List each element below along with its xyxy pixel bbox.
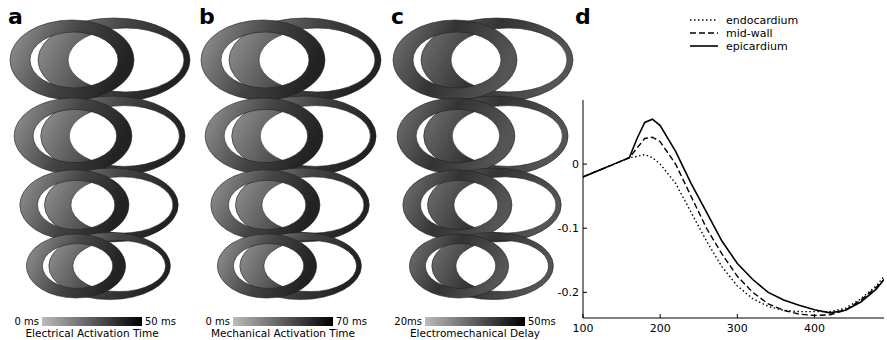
x-tick xyxy=(583,314,584,318)
lines xyxy=(583,119,884,315)
colorbar-tick-label: 50ms xyxy=(528,316,556,327)
heart-lv xyxy=(26,234,125,298)
x-tick-label: 200 xyxy=(650,322,671,335)
colorbar xyxy=(425,317,525,326)
y-tick xyxy=(583,164,587,165)
colorbar-title: Electrical Activation Time xyxy=(25,327,158,339)
heart-lv xyxy=(211,170,320,240)
colorbar-tick-label: 50 ms xyxy=(145,316,176,327)
legend-swatch xyxy=(690,19,718,20)
series-line xyxy=(583,155,884,312)
y-tick xyxy=(583,228,587,229)
legend: endocardiummid-wallepicardium xyxy=(690,14,798,53)
x-tick xyxy=(660,314,661,318)
x-tick-label: 100 xyxy=(573,322,594,335)
colorbar xyxy=(233,317,333,326)
heart-lv xyxy=(10,20,134,100)
y-tick-label: -0.1 xyxy=(558,222,579,235)
panel-label: b xyxy=(199,4,215,29)
heart-lv xyxy=(20,170,129,240)
panel-label: c xyxy=(391,4,404,29)
panel-label: d xyxy=(575,4,591,29)
y-tick-label: 0 xyxy=(572,158,579,171)
colorbar-tick-label: 0 ms xyxy=(15,316,40,327)
panel-label: a xyxy=(8,4,23,29)
colorbar-tick xyxy=(525,317,526,326)
heart-lv xyxy=(201,20,325,100)
colorbar-tick-label: 70 ms xyxy=(336,316,367,327)
panel-a: a 0 ms 50 msElectrical Activation Time xyxy=(8,4,190,339)
legend-label: epicardium xyxy=(726,40,788,53)
y-tick xyxy=(583,292,587,293)
panel-d: d 100 200 300 400 0 -0.1 -0.2 endocardiummid-wal… xyxy=(558,4,884,335)
legend-label: mid-wall xyxy=(726,27,773,40)
heart-lv xyxy=(409,234,508,298)
colorbar-title: Electromechanical Delay xyxy=(410,327,540,339)
heart-lv xyxy=(397,98,515,174)
legend-swatch xyxy=(690,32,718,33)
panel-c: c 20ms 50msElectromechanical Delay xyxy=(391,4,573,339)
colorbar-tick-label: 0 ms xyxy=(206,316,231,327)
x-tick xyxy=(737,314,738,318)
heart-lv xyxy=(14,98,132,174)
colorbar-title: Mechanical Activation Time xyxy=(211,327,355,339)
figure: a 0 ms 50 msElectrical Activation Time b 0 m… xyxy=(0,0,887,340)
legend-swatch xyxy=(690,45,718,47)
heart-lv xyxy=(393,20,517,100)
colorbar-tick xyxy=(142,317,143,326)
colorbar-tick xyxy=(42,317,43,326)
y-axis xyxy=(583,100,584,318)
panel-b: b 0 ms 70 msMechanical Activation Time xyxy=(199,4,381,339)
colorbar-tick-label: 20ms xyxy=(394,316,422,327)
heart-lv xyxy=(205,98,323,174)
heart-lv xyxy=(403,170,512,240)
heart-lv xyxy=(217,234,316,298)
colorbar xyxy=(42,317,142,326)
series-line xyxy=(583,137,884,315)
legend-label: endocardium xyxy=(726,14,798,27)
x-tick-label: 400 xyxy=(804,322,825,335)
x-tick-label: 300 xyxy=(727,322,748,335)
series-line xyxy=(583,119,884,313)
y-tick-label: -0.2 xyxy=(558,286,579,299)
colorbar-tick xyxy=(233,317,234,326)
colorbar-tick xyxy=(333,317,334,326)
x-axis xyxy=(583,318,884,319)
colorbar-tick xyxy=(425,317,426,326)
